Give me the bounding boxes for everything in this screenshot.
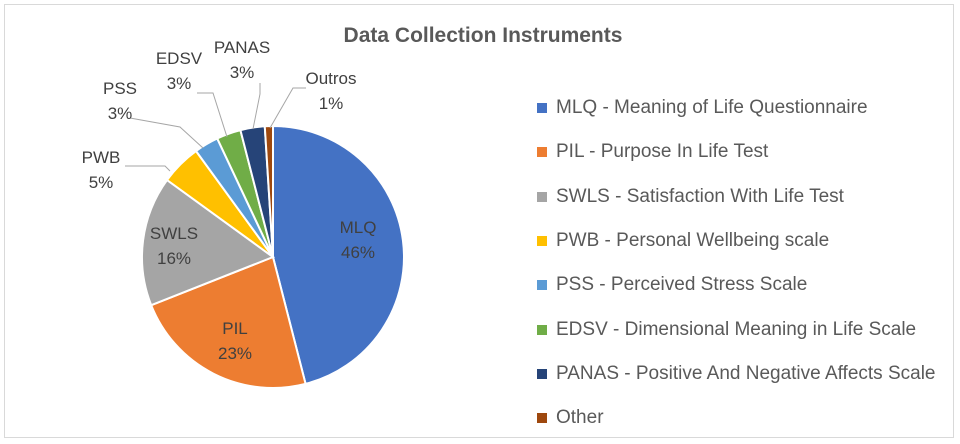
- data-label-pwb: PWB: [82, 148, 121, 167]
- leader-line-pwb: [125, 165, 171, 172]
- data-label-pil: PIL: [222, 319, 248, 338]
- leader-line-panas: [252, 83, 261, 130]
- data-value-pil: 23%: [218, 344, 252, 363]
- data-value-pss: 3%: [108, 104, 133, 123]
- legend-item-outros: Other: [537, 396, 936, 440]
- legend-swatch: [537, 147, 547, 158]
- legend-swatch: [537, 280, 547, 291]
- chart-title: Data Collection Instruments: [343, 24, 623, 47]
- legend-item-mlq: MLQ - Meaning of Life Questionnaire: [537, 86, 936, 130]
- data-label-swls: SWLS: [150, 224, 198, 243]
- data-label-mlq: MLQ: [340, 218, 377, 237]
- leader-line-pss: [129, 117, 204, 149]
- leader-line-edsv: [197, 92, 228, 138]
- legend-swatch: [537, 103, 547, 114]
- legend-item-pil: PIL - Purpose In Life Test: [537, 130, 936, 174]
- legend-item-panas: PANAS - Positive And Negative Affects Sc…: [537, 352, 936, 396]
- legend-label: SWLS - Satisfaction With Life Test: [556, 185, 844, 207]
- chart-legend: MLQ - Meaning of Life Questionnaire PIL -…: [537, 86, 936, 440]
- legend-swatch: [537, 236, 547, 247]
- legend-swatch: [537, 324, 547, 335]
- legend-label: PIL - Purpose In Life Test: [556, 141, 769, 163]
- data-value-outros: 1%: [319, 94, 344, 113]
- legend-swatch: [537, 368, 547, 379]
- data-label-pss: PSS: [103, 79, 137, 98]
- data-value-swls: 16%: [157, 249, 191, 268]
- leader-line-outros: [269, 87, 306, 129]
- legend-item-swls: SWLS - Satisfaction With Life Test: [537, 175, 936, 219]
- legend-label: MLQ - Meaning of Life Questionnaire: [556, 97, 868, 119]
- pie-slice-swls: [141, 178, 276, 307]
- legend-swatch: [537, 413, 547, 424]
- data-value-panas: 3%: [230, 63, 255, 82]
- legend-label: EDSV - Dimensional Meaning in Life Scale: [556, 318, 917, 340]
- pie-slice-outros: [263, 124, 274, 258]
- legend-label: PSS - Perceived Stress Scale: [556, 274, 808, 296]
- data-value-pwb: 5%: [89, 173, 114, 192]
- legend-label: PWB - Personal Wellbeing scale: [556, 230, 830, 252]
- data-label-outros: Outros: [305, 69, 356, 88]
- legend-label: Other: [556, 407, 604, 429]
- data-value-edsv: 3%: [167, 74, 192, 93]
- legend-item-pss: PSS - Perceived Stress Scale: [537, 263, 936, 307]
- legend-item-edsv: EDSV - Dimensional Meaning in Life Scale: [537, 307, 936, 351]
- data-value-mlq: 46%: [341, 243, 375, 262]
- data-label-edsv: EDSV: [156, 49, 203, 68]
- pie-slice-mlq: [272, 124, 405, 386]
- pie-slice-pil: [149, 255, 307, 389]
- legend-label: PANAS - Positive And Negative Affects Sc…: [556, 362, 936, 384]
- legend-item-pwb: PWB - Personal Wellbeing scale: [537, 219, 936, 263]
- legend-swatch: [537, 191, 547, 202]
- data-label-panas: PANAS: [214, 38, 270, 57]
